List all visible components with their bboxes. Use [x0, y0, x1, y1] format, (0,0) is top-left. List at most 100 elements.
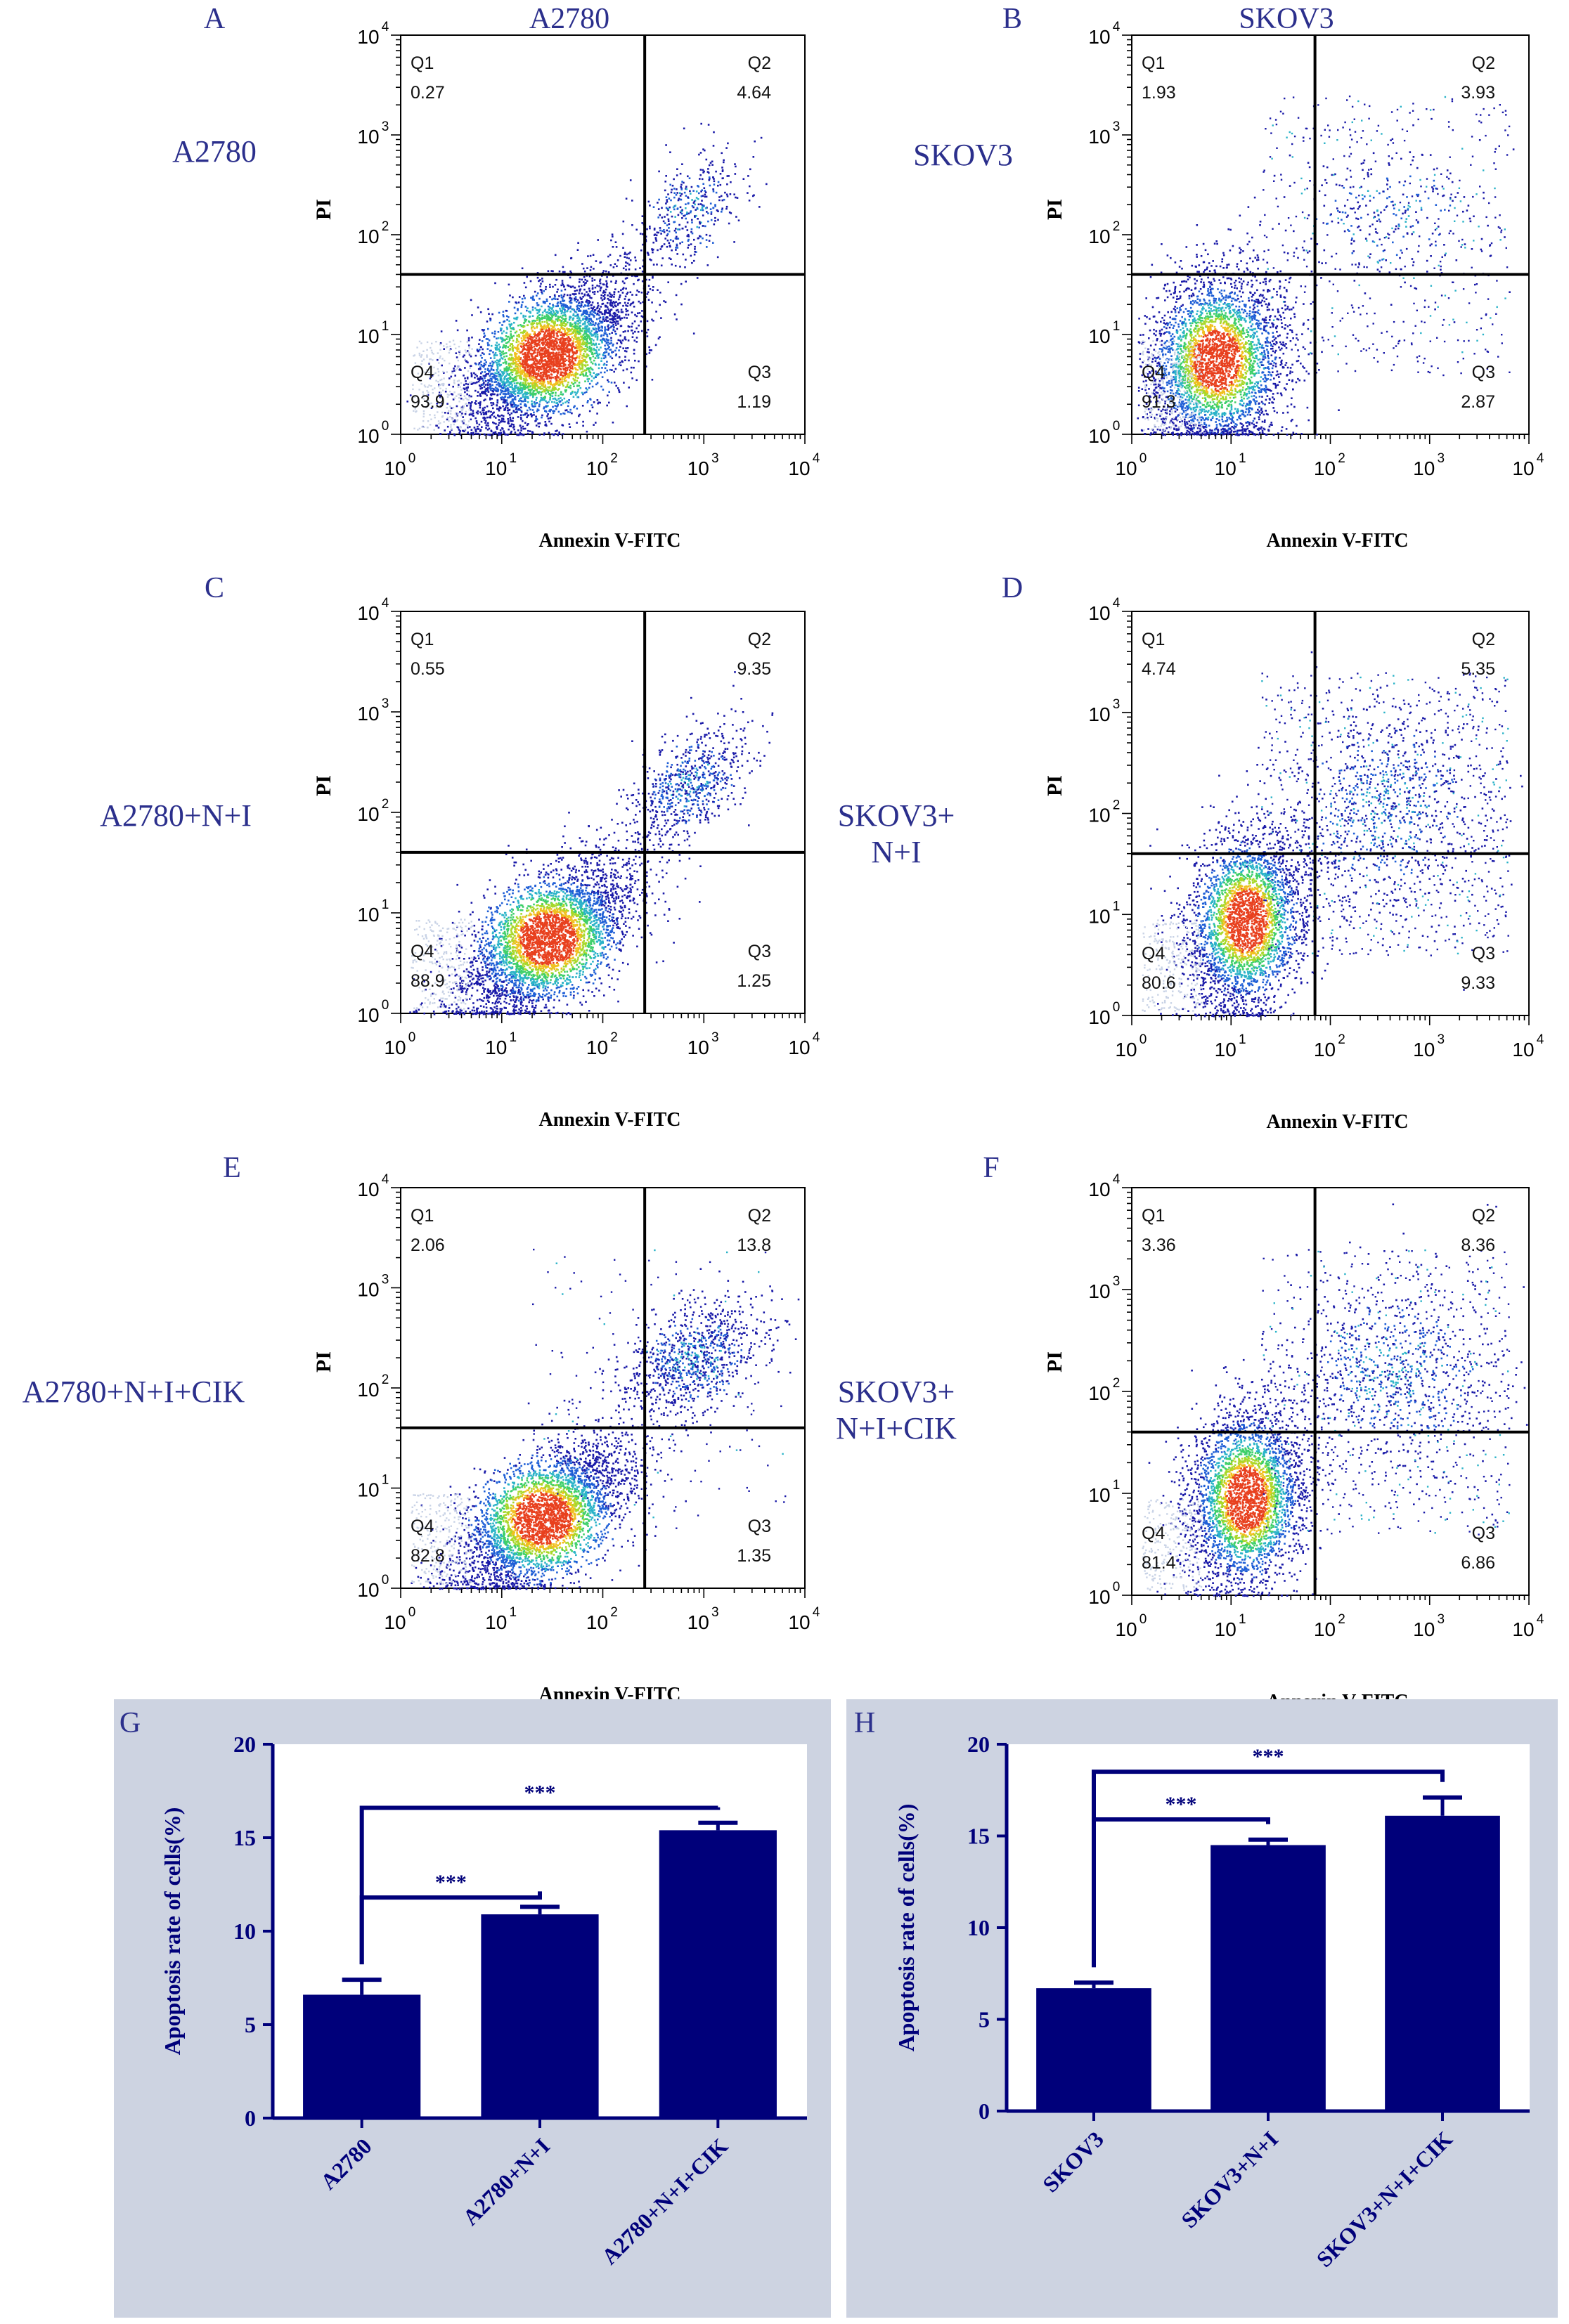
event-dot [685, 188, 687, 190]
event-dot [550, 358, 553, 360]
event-dot [541, 349, 543, 351]
event-dot [509, 391, 511, 393]
event-dot [491, 398, 493, 400]
event-dot [553, 412, 555, 415]
event-dot [512, 327, 515, 329]
event-dot [538, 313, 541, 316]
event-dot [614, 241, 617, 243]
event-dot [541, 399, 543, 401]
event-dot [543, 434, 545, 436]
event-dot [519, 387, 522, 389]
event-dot [625, 268, 627, 271]
quadrant-name: Q1 [411, 53, 434, 73]
event-dot [437, 380, 439, 383]
event-dot [546, 377, 549, 380]
event-dot [562, 361, 564, 363]
event-dot [536, 317, 538, 320]
event-dot [574, 372, 576, 375]
event-dot [490, 368, 493, 371]
event-dot [613, 321, 616, 323]
event-dot [562, 318, 564, 320]
event-dot [555, 359, 557, 362]
event-dot [519, 358, 522, 360]
event-dot [697, 198, 699, 200]
event-dot [625, 347, 627, 349]
event-dot [529, 373, 532, 376]
event-dot [652, 320, 654, 322]
event-dot [578, 361, 581, 363]
event-dot [605, 309, 607, 311]
event-dot [609, 318, 611, 320]
event-dot [511, 349, 514, 351]
event-dot [516, 366, 519, 368]
event-dot [554, 322, 556, 325]
event-dot [485, 413, 488, 415]
event-dot [591, 406, 594, 408]
event-dot [519, 372, 522, 375]
event-dot [688, 177, 691, 179]
event-dot [622, 247, 624, 249]
event-dot [561, 280, 564, 282]
event-dot [522, 370, 525, 373]
event-dot [519, 368, 522, 370]
event-dot [476, 422, 478, 424]
event-dot [574, 358, 576, 360]
event-dot [493, 332, 496, 335]
event-dot [545, 405, 548, 408]
event-dot [543, 325, 545, 327]
event-dot [492, 407, 494, 410]
event-dot [467, 344, 470, 346]
event-dot [502, 311, 505, 313]
event-dot [563, 335, 565, 337]
event-dot [458, 401, 460, 403]
event-dot [549, 358, 551, 361]
event-dot [498, 311, 501, 314]
event-dot [526, 275, 528, 278]
event-dot [437, 411, 439, 413]
event-dot [581, 313, 583, 316]
event-dot [503, 401, 505, 403]
event-dot [533, 372, 536, 375]
event-dot [595, 260, 598, 262]
event-dot [558, 361, 560, 363]
event-dot [468, 394, 470, 397]
event-dot [583, 391, 586, 394]
event-dot [673, 221, 676, 223]
event-dot [510, 412, 512, 415]
event-dot [485, 390, 488, 392]
event-dot [534, 342, 536, 344]
event-dot [544, 332, 546, 335]
event-dot [649, 205, 651, 207]
event-dot [680, 198, 683, 201]
event-dot [481, 340, 484, 342]
event-dot [442, 370, 444, 373]
event-dot [564, 373, 567, 375]
event-dot [613, 293, 616, 296]
event-dot [545, 339, 547, 341]
event-dot [596, 353, 599, 356]
event-dot [528, 372, 531, 375]
event-dot [511, 362, 513, 365]
event-dot [545, 327, 548, 330]
event-dot [526, 396, 529, 398]
event-dot [627, 313, 630, 316]
event-dot [557, 301, 559, 304]
event-dot [470, 374, 473, 376]
event-dot [459, 411, 461, 413]
event-dot [586, 267, 588, 269]
event-dot [595, 342, 598, 345]
event-dot [471, 348, 473, 350]
event-dot [511, 388, 514, 391]
event-dot [723, 198, 725, 201]
event-dot [579, 305, 581, 307]
event-dot [498, 422, 501, 424]
event-dot [481, 329, 484, 331]
event-dot [591, 287, 594, 290]
event-dot [668, 257, 671, 259]
event-dot [606, 361, 608, 363]
event-dot [523, 337, 526, 339]
event-dot [491, 361, 493, 363]
event-dot [475, 363, 477, 365]
event-dot [573, 357, 575, 360]
event-dot [500, 431, 502, 434]
